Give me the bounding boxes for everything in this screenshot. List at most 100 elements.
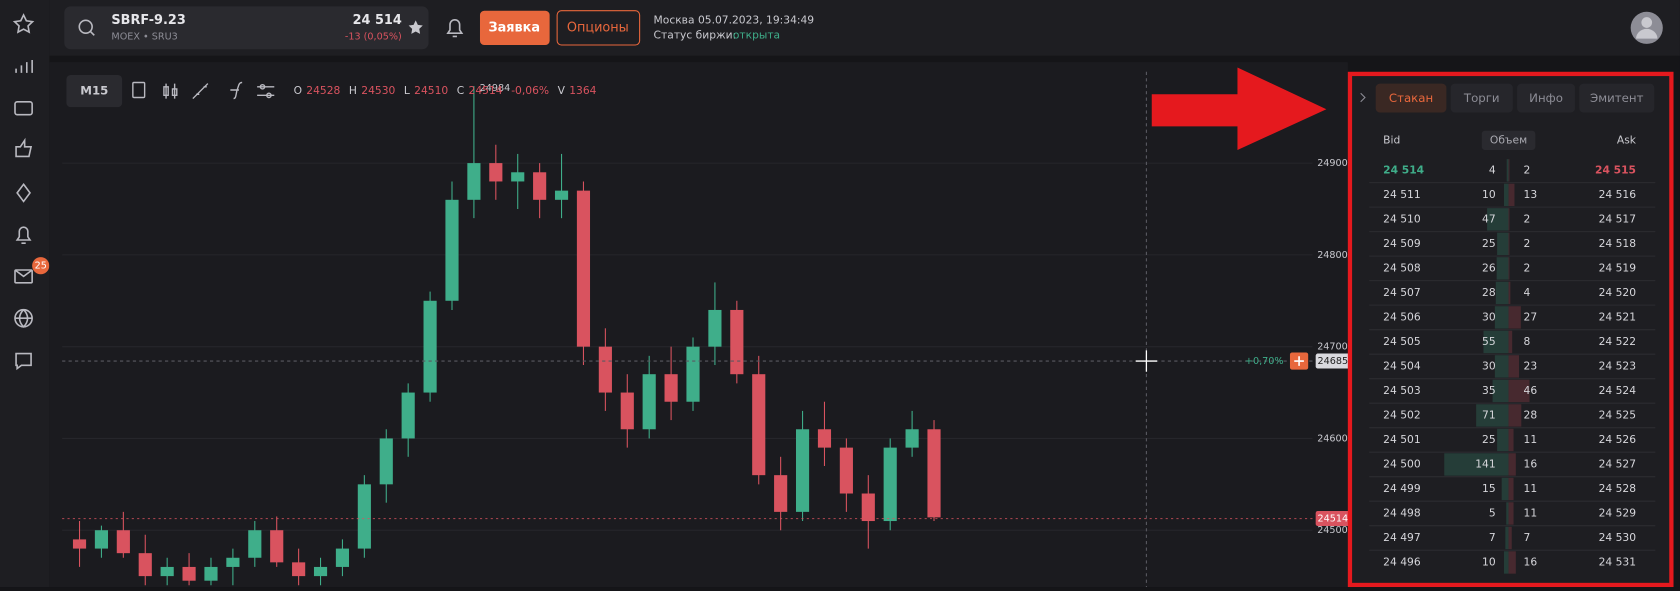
ask-price[interactable]: 24 519 (1599, 261, 1637, 274)
bid-volume: 71 (1482, 408, 1496, 421)
bid-volume: 25 (1482, 237, 1496, 250)
charts-icon[interactable] (15, 59, 33, 73)
bid-volume: 35 (1482, 384, 1496, 397)
bid-price[interactable]: 24 514 (1383, 163, 1424, 176)
portfolio-icon[interactable] (14, 100, 33, 116)
indicator-tool[interactable] (230, 81, 243, 100)
chat-icon[interactable] (15, 352, 32, 371)
last-price: 24 514 (353, 13, 402, 28)
search-icon[interactable] (78, 19, 93, 35)
collapse-arrow[interactable] (1360, 92, 1366, 103)
candle-body (204, 566, 218, 581)
ask-price[interactable]: 24 515 (1595, 163, 1636, 176)
bid-price[interactable]: 24 507 (1383, 286, 1420, 299)
crosshair-price-box (1315, 353, 1352, 369)
bid-price[interactable]: 24 511 (1383, 188, 1420, 201)
tab[interactable] (1375, 83, 1447, 113)
ask-price[interactable]: 24 524 (1599, 384, 1637, 397)
candle-body (248, 530, 262, 558)
ask-price[interactable]: 24 518 (1599, 237, 1637, 250)
template-tool[interactable] (132, 81, 146, 99)
bid-price[interactable]: 24 498 (1383, 506, 1421, 519)
signals-icon[interactable] (16, 182, 32, 203)
ask-volume-bar (1508, 281, 1511, 305)
ask-volume: 23 (1524, 359, 1538, 372)
candle-body (598, 346, 612, 393)
bid-price[interactable]: 24 504 (1383, 359, 1421, 372)
chart-type-tool[interactable] (163, 83, 178, 99)
alerts-icon[interactable] (15, 226, 32, 245)
ask-price[interactable]: 24 516 (1599, 188, 1637, 201)
bid-volume: 30 (1482, 310, 1496, 323)
ask-price[interactable]: 24 527 (1599, 457, 1636, 470)
ask-price[interactable]: 24 530 (1599, 531, 1637, 544)
ask-volume: 28 (1524, 408, 1538, 421)
bid-volume: 5 (1489, 506, 1496, 519)
ask-volume: 46 (1524, 384, 1538, 397)
ask-price[interactable]: 24 529 (1599, 506, 1637, 519)
ohlc-key: L (404, 84, 410, 97)
bid-price[interactable]: 24 510 (1383, 212, 1421, 225)
tab[interactable] (1517, 83, 1575, 113)
instrument-box[interactable] (64, 6, 429, 50)
bid-price[interactable]: 24 509 (1383, 237, 1421, 250)
bid-price[interactable]: 24 502 (1383, 408, 1420, 421)
bid-volume: 26 (1482, 261, 1496, 274)
mail-icon[interactable] (14, 269, 33, 284)
candle-body (730, 309, 744, 375)
annotation-box (1347, 71, 1674, 588)
bid-price[interactable]: 24 501 (1383, 433, 1420, 446)
bid-volume-bar (1476, 404, 1509, 427)
ask-price[interactable]: 24 523 (1599, 359, 1636, 372)
ask-price[interactable]: 24 526 (1599, 433, 1637, 446)
tab-label: Торги (1463, 91, 1500, 105)
timeframe-button[interactable] (66, 74, 123, 108)
candle-body (620, 392, 634, 430)
bid-volume-bar (1492, 379, 1509, 403)
ohlc-key: V (558, 84, 566, 97)
bid-volume-bar (1497, 428, 1509, 452)
ask-volume: 16 (1524, 457, 1538, 470)
ask-price[interactable]: 24 531 (1599, 555, 1636, 568)
bid-price[interactable]: 24 500 (1383, 457, 1421, 470)
candle-body (576, 190, 591, 347)
ask-volume: 11 (1524, 506, 1538, 519)
bid-volume: 141 (1475, 457, 1495, 470)
bid-price[interactable]: 24 499 (1383, 482, 1421, 495)
bid-price[interactable]: 24 508 (1383, 261, 1421, 274)
bid-price[interactable]: 24 496 (1383, 555, 1421, 568)
datetime: Москва 05.07.2023, 19:34:49 (654, 13, 815, 26)
ask-price[interactable]: 24 522 (1599, 335, 1636, 348)
candle-body (445, 199, 459, 301)
candle-body (686, 346, 700, 402)
price-axis-label: 24900 (1317, 158, 1348, 169)
tab[interactable] (1450, 83, 1513, 113)
candle-body (72, 539, 87, 549)
tab[interactable] (1579, 83, 1655, 113)
options-button-label: Опционы (567, 20, 629, 35)
candle-body (554, 190, 569, 200)
ideas-icon[interactable] (15, 137, 33, 158)
bid-price[interactable]: 24 497 (1383, 531, 1420, 544)
ask-price[interactable]: 24 525 (1599, 408, 1636, 421)
bid-price[interactable]: 24 505 (1383, 335, 1420, 348)
drawing-tool[interactable] (192, 83, 209, 100)
alert-bell[interactable] (446, 19, 464, 38)
bid-volume-bar (1494, 355, 1509, 378)
favorite-star[interactable] (408, 20, 423, 34)
bid-price[interactable]: 24 506 (1383, 310, 1421, 323)
candle-body (817, 429, 832, 448)
ask-price[interactable]: 24 528 (1599, 482, 1637, 495)
ask-price[interactable]: 24 517 (1599, 212, 1636, 225)
order-button[interactable] (479, 10, 550, 45)
avatar-body (1636, 28, 1658, 39)
ask-volume-bar (1508, 404, 1522, 427)
bid-price[interactable]: 24 503 (1383, 384, 1420, 397)
options-button[interactable] (556, 10, 641, 46)
favorites-icon[interactable] (12, 13, 35, 34)
add-alert-plus (1294, 356, 1304, 366)
ask-price[interactable]: 24 520 (1599, 286, 1637, 299)
crosshair-cursor (1135, 350, 1158, 372)
ask-price[interactable]: 24 521 (1599, 310, 1636, 323)
